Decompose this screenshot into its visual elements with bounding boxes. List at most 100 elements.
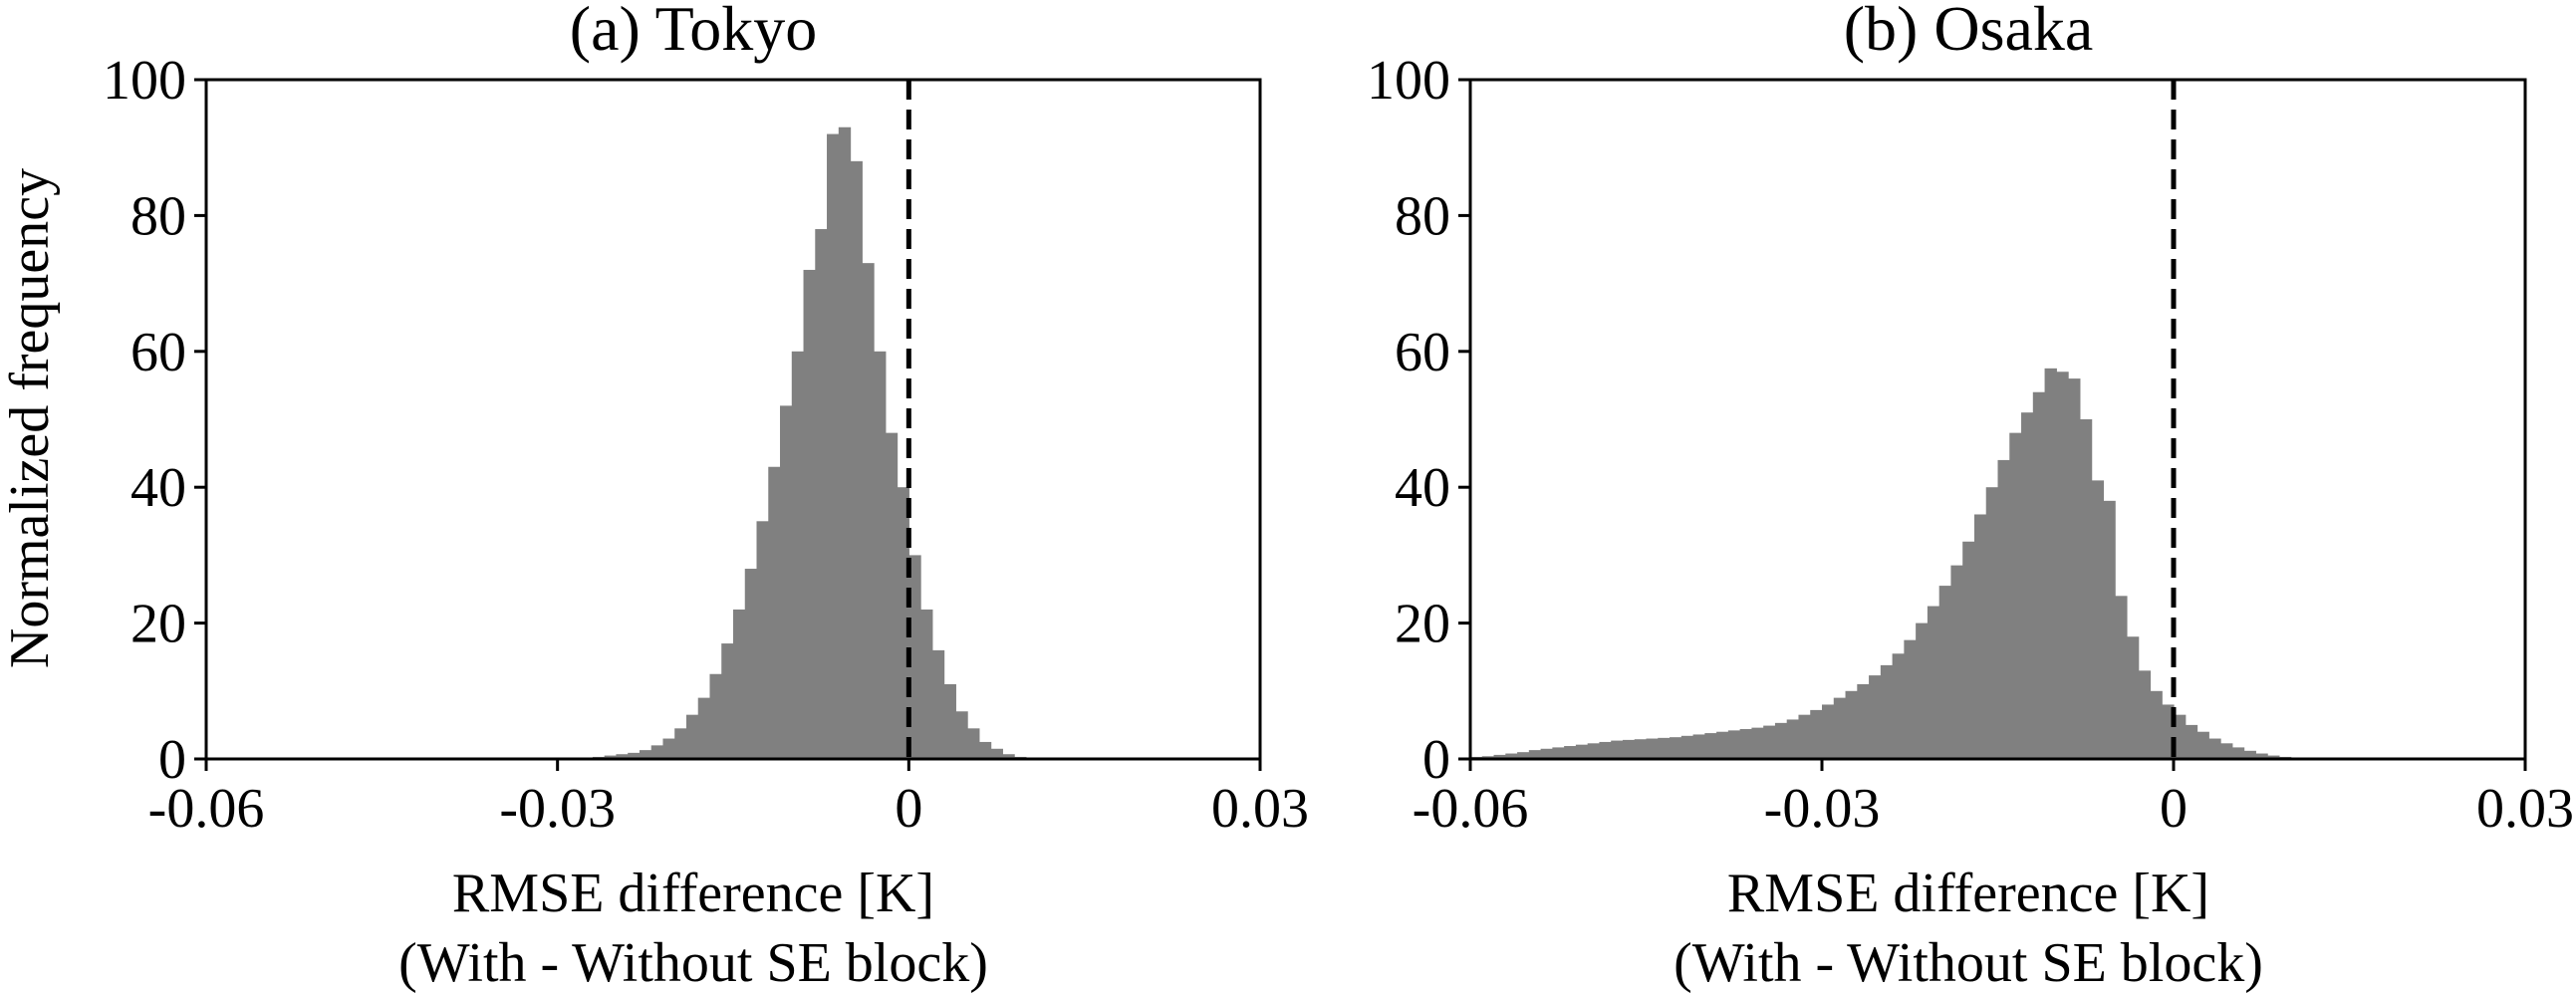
histogram-bar xyxy=(1704,733,1717,759)
histogram-bar xyxy=(2231,747,2245,759)
histogram-bar xyxy=(908,555,921,759)
histogram-bar xyxy=(1646,738,1659,759)
plot-frame xyxy=(1468,78,2527,761)
histogram-bar xyxy=(780,405,793,759)
histogram-bar xyxy=(650,745,664,759)
histogram-bar xyxy=(1575,744,1589,759)
histogram-bar xyxy=(768,466,781,759)
histogram-bar xyxy=(1857,683,1870,759)
histogram-bar xyxy=(955,711,968,759)
histogram-bar xyxy=(1763,725,1776,759)
histogram-bar xyxy=(1727,730,1741,759)
x-axis-ticks: -0.06 -0.03 0 0.03 xyxy=(1413,759,2574,840)
histogram-bar xyxy=(2115,596,2128,759)
x-tick-label: -0.03 xyxy=(1764,778,1881,840)
y-tick-label: 80 xyxy=(1395,185,1450,247)
x-axis-label-line1: RMSE difference [K] xyxy=(452,863,934,924)
histogram-bar xyxy=(850,160,863,760)
histogram-bar xyxy=(756,521,769,759)
histogram-bar xyxy=(978,741,992,759)
y-axis-ticks: 0 20 40 60 80 100 xyxy=(1367,50,1470,791)
histogram-bar xyxy=(1997,459,2010,759)
histogram-bar xyxy=(1680,735,1694,759)
y-tick-label: 60 xyxy=(130,322,186,383)
histogram-bar xyxy=(1658,737,1671,759)
histogram-bar xyxy=(721,643,734,759)
histogram-bar xyxy=(1985,487,1999,759)
y-axis-ticks: 0 20 40 60 80 100 xyxy=(103,50,206,791)
histogram-bar xyxy=(1528,750,1542,759)
histogram-bar xyxy=(1517,752,1530,759)
histogram-bar xyxy=(709,673,722,759)
histogram-bar xyxy=(639,750,652,759)
panel-tokyo: (a) Tokyo 0 20 40 60 80 100 -0.06 -0.03 0 0.03 R… xyxy=(0,0,1309,993)
histogram-bar xyxy=(2091,480,2104,759)
histogram-bar xyxy=(2138,670,2152,759)
histogram-bar xyxy=(2103,500,2116,759)
histogram-bar xyxy=(2185,724,2198,759)
y-tick-label: 60 xyxy=(1395,322,1450,383)
histogram-bar xyxy=(1599,741,1612,759)
histogram-bar xyxy=(1505,753,1518,759)
histogram-bar xyxy=(1634,739,1648,759)
histogram-bar xyxy=(1833,697,1847,759)
histogram-bar xyxy=(2220,743,2233,759)
histogram-bar xyxy=(815,229,828,760)
histogram-bar xyxy=(697,697,711,759)
histogram-bar xyxy=(1880,664,1894,759)
y-tick-label: 100 xyxy=(103,50,186,112)
x-tick-label: -0.06 xyxy=(148,778,265,840)
x-tick-label: -0.03 xyxy=(499,778,616,840)
histogram-bar xyxy=(967,728,980,759)
y-tick-label: 40 xyxy=(1395,457,1450,519)
histogram-bar xyxy=(791,351,805,759)
histogram-bar xyxy=(1927,606,1940,759)
x-axis-ticks: -0.06 -0.03 0 0.03 xyxy=(148,759,1309,840)
histogram-bar xyxy=(604,755,618,759)
histogram-bar xyxy=(1002,754,1015,759)
histogram-bar xyxy=(616,754,629,759)
histogram-bar xyxy=(1716,731,1729,759)
y-tick-label: 40 xyxy=(130,457,186,519)
histogram-bar xyxy=(1552,747,1565,759)
histogram-bar xyxy=(803,269,816,759)
histogram-bar xyxy=(2267,755,2280,759)
histogram-bar xyxy=(1916,622,1929,759)
histogram-bar xyxy=(874,351,887,759)
histogram-bar xyxy=(2255,753,2268,759)
histogram-bar xyxy=(990,748,1003,759)
histogram-bars xyxy=(557,126,1039,760)
histogram-bar xyxy=(2056,372,2069,759)
histogram-bar xyxy=(1774,722,1788,759)
x-axis-label-line2: (With - Without SE block) xyxy=(1674,932,2263,993)
histogram-bar xyxy=(674,728,687,759)
y-tick-label: 80 xyxy=(130,185,186,247)
histogram-bar xyxy=(862,263,875,759)
histogram-bar xyxy=(1670,737,1682,759)
histogram-bar xyxy=(1962,541,1975,759)
histogram-bar xyxy=(733,609,746,759)
histogram-bar xyxy=(2243,750,2256,759)
histogram-bar xyxy=(1810,709,1823,759)
histogram-bar xyxy=(1950,565,1963,759)
x-axis-label-line2: (With - Without SE block) xyxy=(398,932,988,993)
x-tick-label: 0.03 xyxy=(2476,778,2574,840)
histogram-bar xyxy=(1938,586,1952,759)
histogram-bar xyxy=(1611,740,1624,759)
histogram-bar xyxy=(1869,675,1882,759)
histogram-bar xyxy=(1739,728,1752,759)
histogram-bar xyxy=(744,569,758,759)
y-tick-label: 20 xyxy=(1395,594,1450,655)
y-tick-label: 20 xyxy=(130,594,186,655)
y-tick-label: 0 xyxy=(158,729,186,791)
histogram-bar xyxy=(1892,653,1905,759)
histogram-bar xyxy=(2068,378,2081,759)
histogram-bar xyxy=(931,649,945,759)
histogram-bar xyxy=(662,738,675,759)
histogram-bar xyxy=(2079,419,2093,759)
x-tick-label: -0.06 xyxy=(1413,778,1529,840)
histogram-bars xyxy=(1470,368,2315,759)
histogram-bar xyxy=(1786,719,1800,759)
x-tick-label: 0 xyxy=(2160,778,2188,840)
